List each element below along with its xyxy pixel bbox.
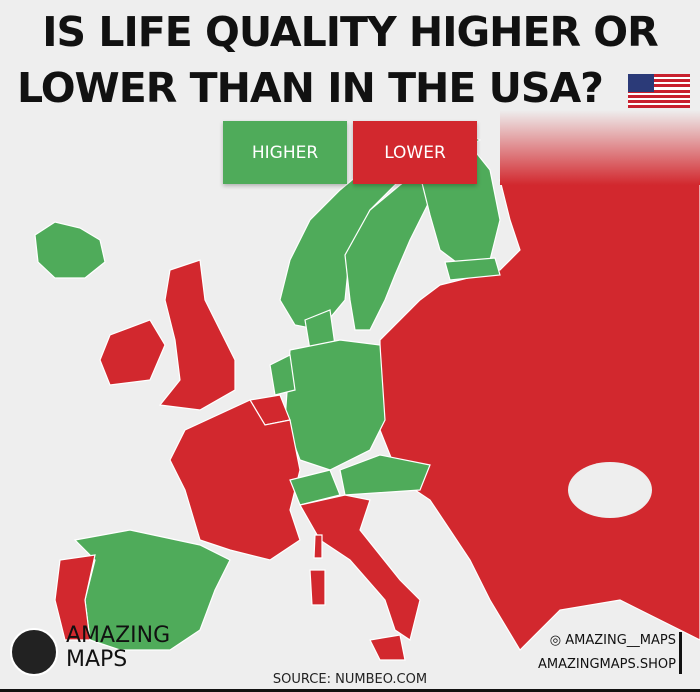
title-line-1: IS LIFE QUALITY HIGHER OR bbox=[42, 8, 658, 56]
instagram-handle-text: AMAZING__MAPS bbox=[565, 633, 676, 648]
region-lower-fade bbox=[500, 110, 700, 185]
source-text: SOURCE: NUMBEO.COM bbox=[272, 672, 428, 687]
region-lower-ireland bbox=[99, 319, 166, 386]
amazing-maps-globe-logo bbox=[10, 628, 58, 676]
region-lower-east bbox=[379, 169, 700, 651]
region-lower-france bbox=[169, 399, 301, 561]
region-lower-italy bbox=[299, 494, 421, 641]
brand-line-2: MAPS bbox=[66, 647, 128, 672]
legend-higher-label: HIGHER bbox=[251, 142, 319, 163]
region-higher-estonia bbox=[444, 257, 501, 281]
region-lower-portugal bbox=[54, 554, 96, 641]
region-higher-netherlands bbox=[269, 354, 296, 396]
brand-line-1: AMAZING bbox=[66, 623, 171, 648]
region-higher-sweden bbox=[344, 169, 431, 331]
region-lower-sicily bbox=[369, 634, 406, 661]
usa-flag-icon bbox=[628, 74, 690, 108]
region-higher-germany bbox=[284, 339, 386, 471]
title-line-2: LOWER THAN IN THE USA? bbox=[17, 64, 604, 112]
divider bbox=[679, 632, 682, 674]
region-higher-austria bbox=[339, 454, 431, 496]
region-lower-uk bbox=[158, 259, 236, 411]
region-higher-iceland bbox=[34, 221, 106, 279]
region-lower-corsica bbox=[313, 534, 323, 559]
legend-lower: LOWER bbox=[353, 121, 477, 184]
instagram-handle: ◎ AMAZING__MAPS bbox=[550, 633, 676, 648]
region-lower-sardinia bbox=[309, 569, 326, 606]
bottom-border bbox=[0, 689, 700, 692]
region-higher-switzerland bbox=[289, 469, 341, 506]
black-sea bbox=[568, 462, 652, 518]
instagram-icon: ◎ bbox=[549, 633, 566, 648]
legend-higher: HIGHER bbox=[223, 121, 347, 184]
legend-lower-label: LOWER bbox=[384, 142, 446, 163]
shop-url: AMAZINGMAPS.SHOP bbox=[538, 657, 676, 672]
